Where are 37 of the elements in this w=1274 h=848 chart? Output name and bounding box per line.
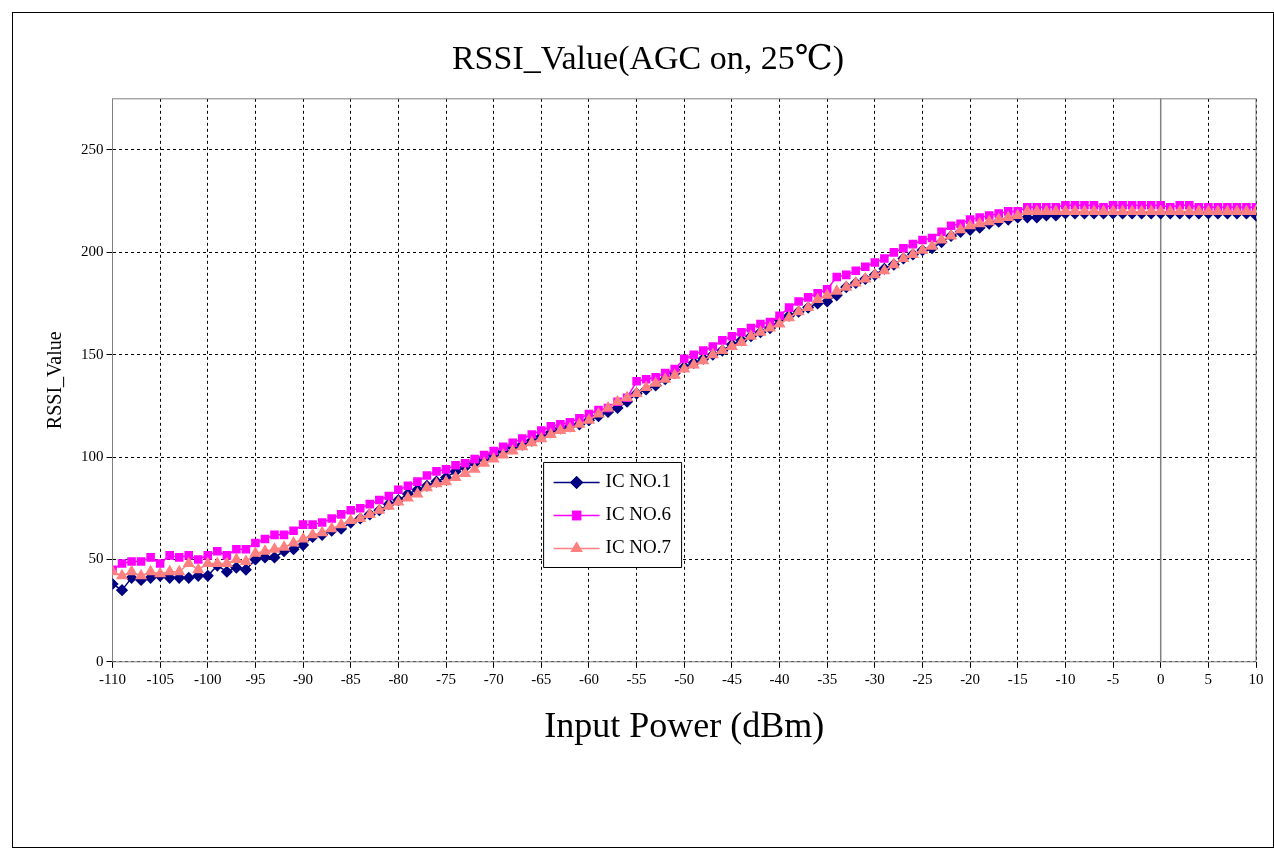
x-tick-label: -55 <box>626 670 647 687</box>
y-tick-label: 200 <box>81 243 104 260</box>
x-tick-label: -20 <box>960 670 981 687</box>
x-tick-label: -85 <box>340 670 361 687</box>
legend-label: IC NO.1 <box>605 470 672 492</box>
x-tick-label: -105 <box>146 670 174 687</box>
legend-label: IC NO.6 <box>605 503 672 525</box>
y-tick-label: 0 <box>96 652 104 669</box>
x-tick-label: -95 <box>245 670 266 687</box>
chart-title: RSSI_Value(AGC on, 25℃) <box>451 39 845 78</box>
y-tick-label: 100 <box>81 448 104 465</box>
legend-label: IC NO.7 <box>605 536 672 558</box>
x-tick-label: -100 <box>194 670 222 687</box>
x-tick-label: -65 <box>531 670 552 687</box>
y-tick-label: 150 <box>81 345 104 362</box>
y-tick-label: 50 <box>88 550 104 567</box>
x-tick-label: -110 <box>99 670 126 687</box>
y-axis-title: RSSI_Value <box>43 331 66 430</box>
x-tick-label: -90 <box>293 670 314 687</box>
x-tick-label: -25 <box>912 670 933 687</box>
x-tick-label: 10 <box>1248 670 1264 687</box>
x-tick-label: -70 <box>483 670 504 687</box>
x-tick-label: -5 <box>1106 670 1120 687</box>
x-tick-label: -40 <box>769 670 790 687</box>
x-tick-label: 5 <box>1204 670 1213 687</box>
x-tick-label: 0 <box>1156 670 1165 687</box>
x-tick-label: -45 <box>721 670 742 687</box>
x-tick-label: -10 <box>1055 670 1076 687</box>
x-axis-title: Input Power (dBm) <box>544 704 825 745</box>
x-tick-label: -35 <box>817 670 838 687</box>
y-tick-label: 250 <box>81 140 104 157</box>
x-tick-label: -50 <box>674 670 695 687</box>
x-tick-label: -15 <box>1007 670 1028 687</box>
x-tick-label: -75 <box>436 670 457 687</box>
x-tick-label: -60 <box>578 670 599 687</box>
x-tick-label: -80 <box>388 670 409 687</box>
x-tick-label: -30 <box>864 670 885 687</box>
